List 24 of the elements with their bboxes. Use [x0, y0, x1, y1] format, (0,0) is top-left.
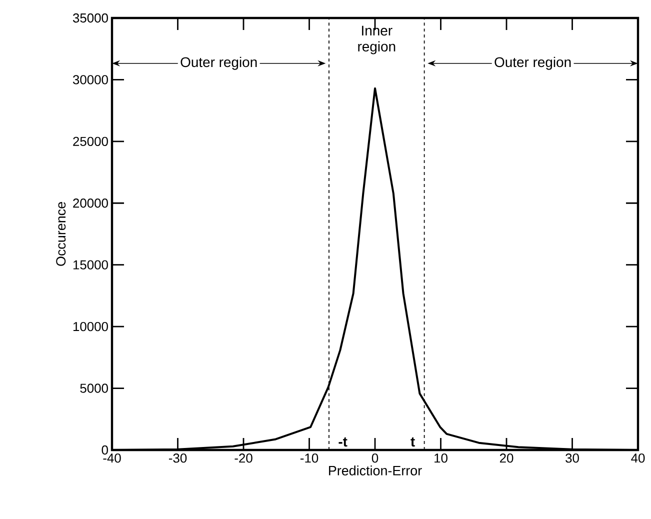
x-tick-label: -40: [103, 454, 121, 463]
y-axis-title: Occurence: [56, 202, 66, 266]
y-tick-label: 0: [102, 445, 108, 455]
x-tick-label: 20: [500, 454, 514, 463]
ref-line-label: t: [410, 437, 415, 447]
annotation: Outer region: [494, 56, 571, 70]
y-tick-label: 25000: [73, 136, 108, 146]
x-tick-label: 10: [434, 454, 448, 463]
x-tick-label: -10: [300, 454, 318, 463]
y-tick-label: 15000: [73, 260, 108, 270]
y-tick-label: 20000: [73, 198, 108, 208]
y-tick-label: 5000: [80, 384, 108, 393]
x-axis-title: Prediction-Error: [329, 466, 422, 476]
x-tick-label: -20: [234, 454, 252, 463]
y-tick-label: 10000: [73, 322, 108, 332]
y-tick-label: 30000: [72, 75, 108, 84]
x-tick-label: 40: [631, 454, 645, 463]
annotation: Inner region: [358, 26, 396, 54]
x-tick-label: 30: [566, 454, 579, 463]
y-tick-label: 35000: [72, 13, 108, 23]
x-tick-label: 0: [372, 454, 378, 463]
annotation: Outer region: [180, 56, 257, 70]
x-tick-label: -30: [168, 454, 187, 463]
ref-line-label: -t: [338, 437, 348, 447]
